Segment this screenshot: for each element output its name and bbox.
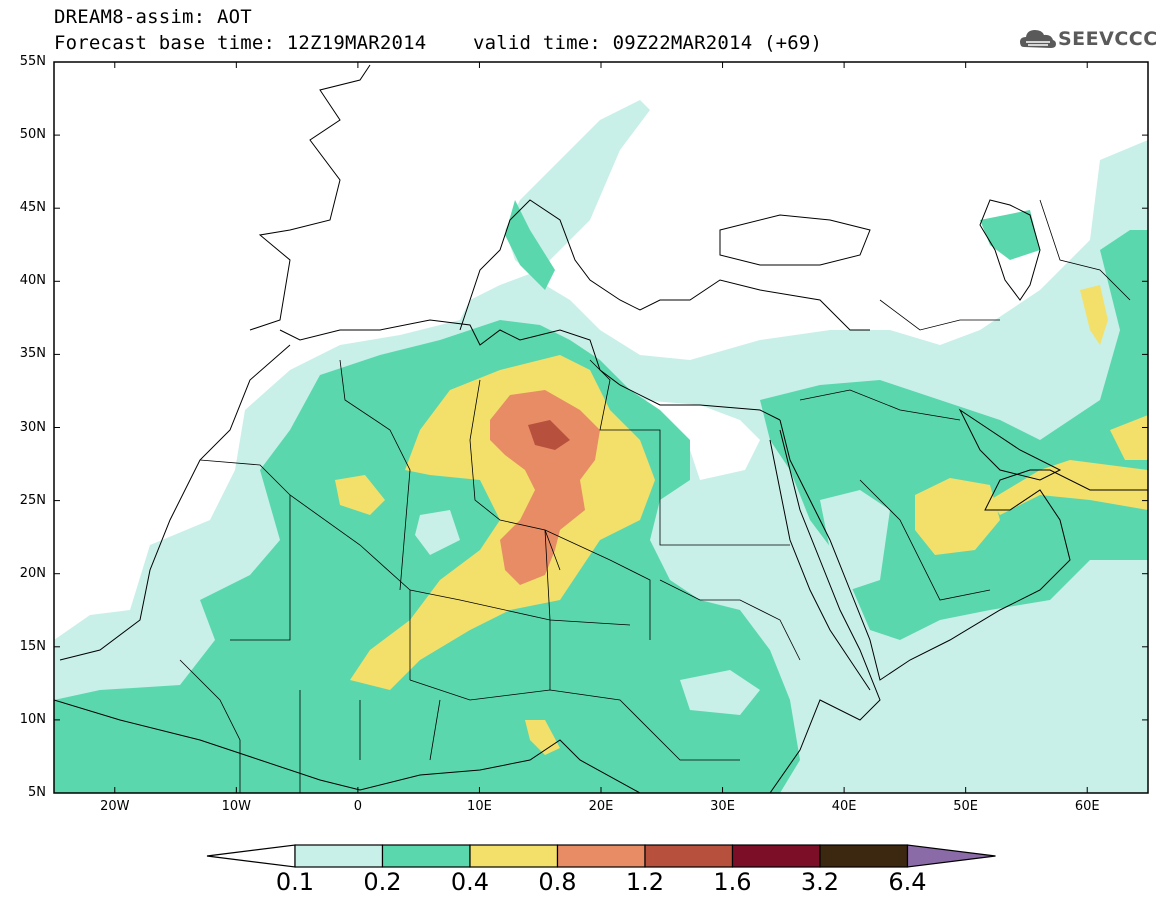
map-subtitle: Forecast base time: 12Z19MAR2014 valid t…	[54, 32, 823, 54]
lat-tick-label: 10N	[19, 711, 46, 727]
lon-tick-label: 60E	[1074, 799, 1100, 814]
lat-tick-label: 25N	[19, 492, 46, 508]
colorbar-label: 0.4	[450, 868, 490, 896]
coastlines	[54, 64, 1148, 793]
axis-ticks	[54, 61, 1148, 794]
lon-tick-label: 20E	[588, 799, 614, 814]
lon-tick-label: 0	[353, 799, 363, 814]
colorbar-label: 0.1	[275, 868, 315, 896]
lat-tick-label: 55N	[19, 54, 46, 69]
lon-tick-label: 50E	[953, 799, 979, 814]
aot-shading	[54, 100, 1148, 793]
lat-tick-label: 45N	[19, 200, 46, 216]
colorbar-label: 6.4	[888, 868, 927, 896]
aot-band-0.8	[490, 390, 600, 585]
lat-tick-label: 30N	[19, 419, 46, 435]
lon-tick-label: 10E	[467, 799, 492, 814]
colorbar-label: 0.2	[363, 868, 402, 896]
logo-text: SEEVCCC	[1058, 28, 1158, 50]
lat-tick-label: 5N	[28, 785, 46, 800]
country-borders	[179, 199, 1131, 793]
colorbar-label: 3.2	[800, 868, 840, 896]
lon-tick-label: 10W	[221, 799, 252, 814]
lon-tick-label: 40E	[831, 799, 857, 814]
colorbar-label: 0.8	[538, 868, 577, 896]
lat-tick-label: 35N	[19, 346, 46, 362]
colorbar-label: 1.6	[713, 868, 752, 896]
colorbar-label: 1.2	[625, 868, 665, 896]
lon-tick-label: 20W	[100, 799, 130, 814]
lat-tick-label: 15N	[19, 638, 46, 654]
lon-tick-label: 30E	[710, 799, 735, 814]
lat-tick-label: 50N	[19, 127, 46, 143]
cloud-icon	[1020, 30, 1056, 48]
lat-tick-label: 20N	[19, 565, 46, 581]
lat-tick-label: 40N	[19, 273, 46, 289]
map-title: DREAM8-assim: AOT	[54, 6, 252, 28]
aot-band-1.2	[528, 420, 570, 450]
